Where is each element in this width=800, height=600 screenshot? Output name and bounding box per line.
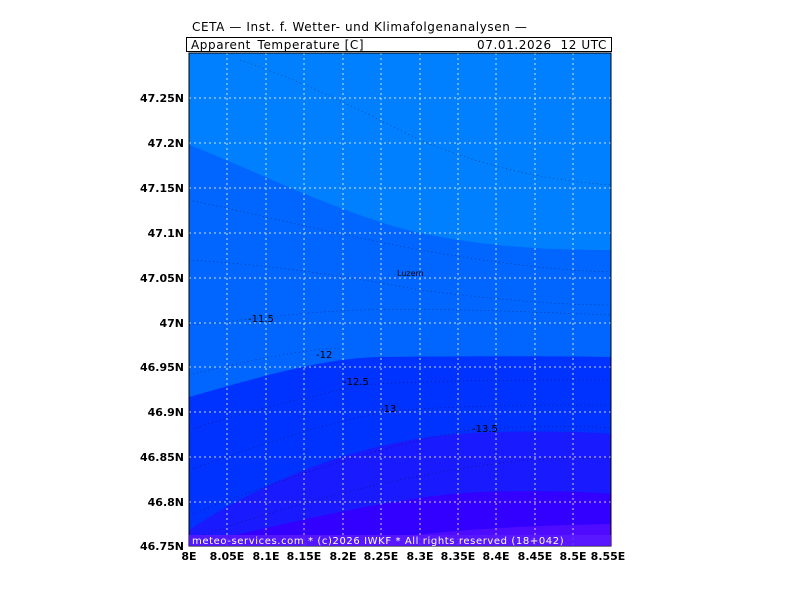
footer-band: meteo-services.com * (c)2026 IWKF * All … — [189, 535, 611, 547]
lat-label: 47.1N — [148, 227, 184, 240]
lon-label: 8.4E — [482, 550, 509, 563]
variable-label: Apparent_Temperature [C] — [191, 38, 365, 52]
lat-label: 47.15N — [140, 182, 184, 195]
lon-label: 8.5E — [559, 550, 586, 563]
lon-label: 8E — [181, 550, 196, 563]
contour-label: -12.5 — [343, 377, 369, 388]
contour-label: -13 — [380, 404, 396, 415]
lon-label: 8.45E — [518, 550, 553, 563]
lat-label: 47N — [159, 317, 184, 330]
lon-label: 8.35E — [441, 550, 476, 563]
lat-label: 47.05N — [140, 272, 184, 285]
title-bar: Apparent_Temperature [C] 07.01.2026 12 U… — [186, 37, 612, 52]
lon-label: 8.05E — [210, 550, 245, 563]
lat-label: 47.2N — [148, 137, 184, 150]
lat-tick-labels: 47.25N 47.2N 47.15N 47.1N 47.05N 47N 46.… — [140, 92, 184, 553]
lat-label: 46.9N — [148, 406, 184, 419]
lon-label: 8.2E — [329, 550, 356, 563]
lon-label: 8.25E — [364, 550, 399, 563]
lon-label: 8.15E — [287, 550, 322, 563]
lon-tick-labels: 8E 8.05E 8.1E 8.15E 8.2E 8.25E 8.3E 8.35… — [181, 550, 625, 563]
lat-label: 46.75N — [140, 540, 184, 553]
lat-label: 46.85N — [140, 451, 184, 464]
institute-title: CETA — Inst. f. Wetter- und Klimafolgena… — [192, 20, 528, 34]
lat-label: 47.25N — [140, 92, 184, 105]
city-label-luzern: Luzern — [397, 269, 424, 278]
lon-label: 8.1E — [252, 550, 279, 563]
copyright-footer: meteo-services.com * (c)2026 IWKF * All … — [192, 536, 564, 547]
contour-value-labels: -11.5 -12 -12.5 -13 -13.5 — [248, 314, 498, 435]
contour-label: -13.5 — [472, 424, 498, 435]
lon-label: 8.3E — [406, 550, 433, 563]
temperature-field — [189, 53, 611, 546]
contour-label: -12 — [316, 350, 332, 361]
contour-label: -11.5 — [248, 314, 274, 325]
lat-label: 46.95N — [140, 361, 184, 374]
lat-label: 46.8N — [148, 496, 184, 509]
lon-label: 8.55E — [591, 550, 626, 563]
datetime-label: 07.01.2026 12 UTC — [476, 38, 607, 52]
grid-lines — [189, 53, 611, 546]
